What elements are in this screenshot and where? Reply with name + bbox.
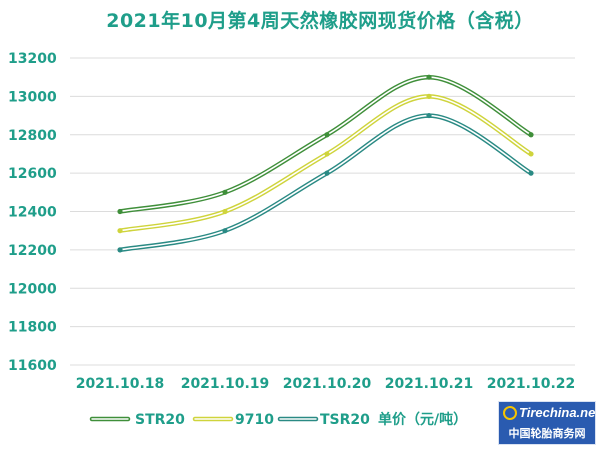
y-tick-label: 13000 (8, 89, 57, 105)
data-point-str20-0 (117, 208, 123, 215)
data-point-tsr20-0 (117, 247, 123, 253)
data-point-tsr20-3 (426, 112, 432, 119)
data-point-9710-0 (117, 228, 123, 234)
legend-label-str20: STR20 (135, 412, 185, 428)
data-point-str20-1 (222, 189, 228, 195)
tirechina-logo: Tirechina.net 中国轮胎商务网 (498, 401, 600, 445)
x-tick-label: 2021.10.19 (181, 376, 270, 392)
y-axis-tick-labels: 11600 11800 12000 12200 12400 12600 12800 13000… (8, 51, 57, 374)
data-point-str20-4 (528, 132, 534, 138)
x-axis-tick-labels: 2021.10.18 2021.10.19 2021.10.20 2021.10.21… (76, 376, 576, 392)
y-tick-label: 12600 (8, 166, 57, 182)
legend-label-9710: 9710 (235, 412, 274, 428)
y-tick-label: 12000 (8, 281, 57, 297)
x-tick-label: 2021.10.20 (283, 376, 372, 392)
x-tick-label: 2021.10.22 (487, 376, 576, 392)
y-tick-label: 11600 (8, 358, 57, 374)
y-tick-label: 12200 (8, 243, 57, 259)
logo-text-cn: 中国轮胎商务网 (508, 427, 586, 440)
chart-title: 2021年10月第4周天然橡胶网现货价格（含税） (106, 9, 534, 32)
legend-label-tsr20: TSR20 (320, 412, 370, 428)
series-line-9710 (119, 95, 532, 232)
unit-label: 单价（元/吨） (378, 411, 467, 428)
data-point-9710-4 (528, 151, 534, 157)
data-point-tsr20-2 (324, 170, 330, 176)
y-tick-label: 11800 (8, 320, 57, 336)
y-tick-label: 12400 (8, 205, 57, 221)
series-line-str20 (119, 76, 532, 213)
logo-mark-icon (503, 406, 517, 420)
series-lines (117, 74, 534, 253)
x-tick-label: 2021.10.21 (385, 376, 474, 392)
gridlines (70, 57, 575, 366)
data-point-tsr20-4 (528, 170, 534, 176)
legend: STR20 9710 TSR20 单价（元/吨） (89, 411, 467, 428)
data-point-9710-3 (426, 93, 432, 99)
data-point-str20-2 (324, 132, 330, 138)
series-line-outline-str20 (117, 74, 534, 214)
data-point-tsr20-1 (222, 228, 228, 234)
series-line-outline-9710 (117, 94, 534, 233)
logo-text-en: Tirechina.net (519, 405, 600, 420)
y-tick-label: 13200 (8, 51, 57, 67)
x-tick-label: 2021.10.18 (76, 376, 165, 392)
data-point-9710-2 (324, 151, 330, 157)
data-point-str20-3 (426, 74, 432, 80)
data-point-9710-1 (222, 208, 228, 215)
y-tick-label: 12800 (8, 128, 57, 144)
